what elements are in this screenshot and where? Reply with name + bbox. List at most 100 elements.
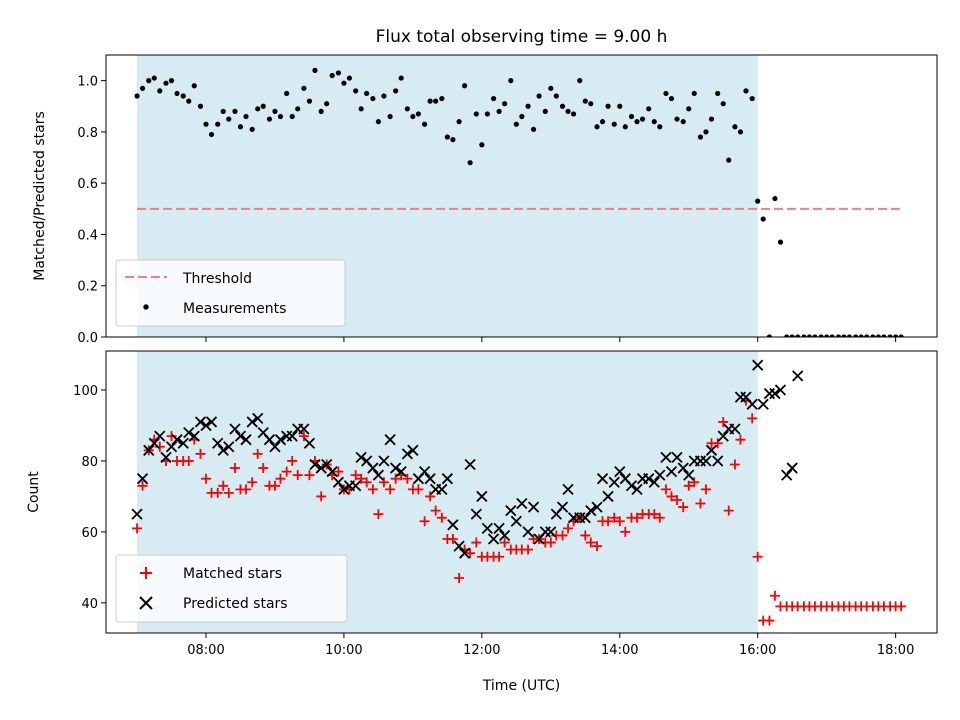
measurement-point — [272, 108, 278, 114]
bottom-x-tick-label: 08:00 — [187, 643, 224, 658]
matched-star-point — [683, 480, 694, 491]
predicted-star-point — [752, 359, 764, 371]
measurement-point — [324, 101, 330, 107]
matched-star-point — [154, 441, 165, 452]
measurement-point — [743, 88, 749, 94]
matched-star-point — [494, 551, 505, 562]
matched-star-point — [390, 473, 401, 484]
matched-star-point — [304, 470, 315, 481]
matched-star-point — [419, 516, 430, 527]
matched-star-point — [298, 431, 309, 442]
measurement-point — [789, 334, 795, 337]
measurement-point — [565, 108, 571, 114]
matched-star-point — [660, 484, 671, 495]
measurement-point — [760, 216, 766, 222]
measurement-point — [749, 95, 755, 102]
top-y-tick-label: 0.6 — [77, 177, 98, 192]
matched-star-point — [447, 534, 458, 544]
measurement-point — [393, 88, 399, 94]
matched-star-point — [557, 530, 568, 541]
measurement-point — [203, 121, 209, 127]
predicted-star-point — [424, 473, 436, 485]
predicted-star-point — [436, 483, 448, 495]
measurement-point — [737, 129, 744, 135]
predicted-star-point — [700, 455, 712, 467]
measurement-point — [622, 124, 628, 130]
measurement-point — [646, 106, 652, 112]
predicted-star-point — [441, 473, 454, 485]
predicted-star-point — [332, 476, 345, 488]
top-y-axis-label: Matched/Predicted stars — [32, 111, 48, 281]
top-y-tick-label: 0.4 — [77, 228, 98, 243]
measurement-point — [898, 334, 904, 337]
predicted-star-point — [562, 483, 574, 495]
predicted-star-point — [390, 462, 402, 474]
measurement-point — [801, 334, 807, 337]
measurement-point — [197, 103, 204, 109]
bottom-legend-box — [115, 554, 348, 623]
predicted-star-point — [705, 444, 718, 456]
measurement-point — [404, 106, 410, 112]
predicted-star-point — [781, 469, 793, 481]
measurement-point — [720, 101, 726, 107]
measurement-point — [542, 108, 548, 114]
predicted-star-point — [774, 384, 787, 396]
measurement-point — [835, 334, 841, 337]
matched-star-point — [896, 601, 907, 612]
measurement-point — [875, 334, 881, 337]
legend-predicted-label: Predicted stars — [183, 596, 288, 612]
measurement-point — [519, 113, 525, 120]
measurement-point — [295, 106, 301, 112]
measurement-point — [467, 160, 473, 166]
measurement-point — [795, 334, 801, 337]
measurement-point — [260, 103, 266, 109]
matched-star-point — [356, 473, 367, 484]
measurement-point — [180, 93, 186, 99]
measurement-point — [806, 334, 813, 337]
matched-star-point — [367, 484, 378, 495]
matched-star-point — [614, 516, 625, 527]
matched-star-point — [229, 463, 240, 474]
measurement-point — [726, 157, 732, 163]
measurement-point — [887, 334, 893, 337]
predicted-star-point — [355, 451, 367, 464]
predicted-star-point — [205, 416, 218, 428]
measurement-point — [663, 90, 669, 97]
measurement-point — [146, 78, 152, 84]
predicted-star-point — [246, 416, 258, 428]
bottom-y-tick-label: 60 — [81, 526, 98, 541]
predicted-star-point — [148, 437, 160, 449]
matched-star-point — [373, 509, 384, 520]
measurement-point — [208, 131, 215, 138]
matched-star-point — [769, 590, 780, 601]
measurement-point — [577, 78, 583, 84]
measurement-point — [341, 80, 347, 86]
measurement-point — [818, 334, 824, 337]
measurement-point — [732, 124, 738, 130]
matched-star-point — [735, 434, 746, 445]
predicted-star-point — [395, 465, 407, 478]
measurement-point — [329, 72, 335, 79]
measurement-point — [651, 119, 657, 125]
predicted-star-point — [447, 519, 459, 531]
top-legend-box — [115, 259, 346, 327]
predicted-star-point — [648, 476, 660, 488]
measurement-point — [427, 98, 433, 104]
predicted-star-point — [654, 469, 666, 481]
measurement-point — [588, 101, 594, 107]
measurement-point — [829, 334, 835, 337]
predicted-star-point — [717, 430, 729, 442]
predicted-star-point — [384, 434, 396, 446]
predicted-star-point — [625, 480, 638, 492]
top-y-tick-label: 0.0 — [77, 331, 98, 346]
measurement-point — [824, 334, 830, 337]
predicted-star-point — [481, 522, 493, 534]
measurement-point — [858, 334, 864, 337]
measurement-point — [433, 98, 439, 104]
matched-star-point — [430, 505, 441, 516]
predicted-star-point — [338, 483, 350, 495]
predicted-star-point — [792, 370, 804, 382]
matched-star-point — [689, 477, 700, 488]
predicted-star-point — [212, 437, 224, 449]
matched-star-point — [132, 523, 143, 534]
